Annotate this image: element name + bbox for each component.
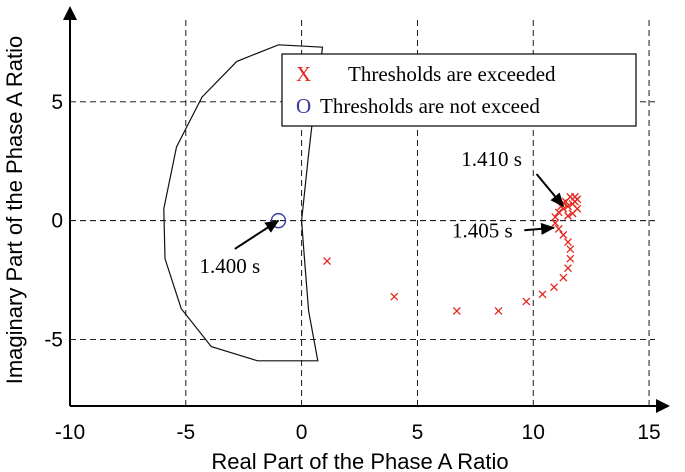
legend-marker-not-exceeded: O — [296, 94, 311, 118]
point-exceeded — [564, 264, 572, 273]
point-exceeded — [566, 245, 575, 254]
legend-marker-exceeded: X — [296, 62, 311, 86]
x-tick-label: 15 — [637, 421, 660, 444]
point-exceeded — [554, 208, 563, 217]
legend-label-not-exceeded: Thresholds are not exceed — [320, 94, 540, 118]
data-points — [270, 192, 582, 315]
point-exceeded — [554, 224, 563, 233]
x-tick-label: 5 — [412, 421, 424, 444]
point-exceeded — [538, 290, 547, 299]
point-exceeded — [551, 213, 560, 222]
x-tick-label: -5 — [176, 421, 195, 444]
y-tick-label: 0 — [51, 210, 63, 233]
point-exceeded — [550, 283, 559, 292]
x-tick-label: -10 — [55, 421, 85, 444]
point-exceeded — [570, 192, 579, 201]
annotation-arrow — [535, 173, 565, 208]
point-exceeded — [564, 211, 572, 220]
point-exceeded — [452, 306, 461, 315]
point-exceeded — [559, 230, 568, 239]
x-tick-label: 10 — [522, 421, 545, 444]
x-tick-label: 0 — [296, 421, 308, 444]
annotation-label: 1.410 s — [461, 147, 522, 171]
point-exceeded — [522, 297, 531, 306]
x-tick-labels: -10 -5 0 5 10 15 — [55, 421, 661, 444]
annotation-arrow — [234, 219, 280, 250]
point-exceeded — [390, 292, 399, 301]
legend-box — [281, 53, 637, 127]
point-exceeded — [573, 204, 582, 213]
point-exceeded — [494, 306, 503, 315]
point-exceeded — [564, 238, 572, 246]
annotations: 1.400 s 1.405 s 1.410 s — [199, 147, 565, 278]
point-exceeded — [323, 257, 332, 265]
point-exceeded — [566, 254, 575, 263]
y-axis-label: Imaginary Part of the Phase A Ratio — [2, 36, 27, 385]
annotation-arrow — [524, 222, 556, 235]
y-tick-label: 5 — [51, 91, 63, 114]
legend: X Thresholds are exceeded O Thresholds a… — [281, 53, 637, 127]
point-exceeded — [559, 273, 568, 282]
x-axis-label: Real Part of the Phase A Ratio — [211, 449, 508, 472]
annotation-label: 1.400 s — [199, 254, 260, 278]
point-exceeded — [564, 202, 572, 211]
legend-label-exceeded: Thresholds are exceeded — [348, 62, 556, 86]
y-tick-label: -5 — [44, 328, 63, 351]
annotation-label: 1.405 s — [452, 218, 513, 242]
y-tick-labels: -5 0 5 — [44, 91, 63, 352]
